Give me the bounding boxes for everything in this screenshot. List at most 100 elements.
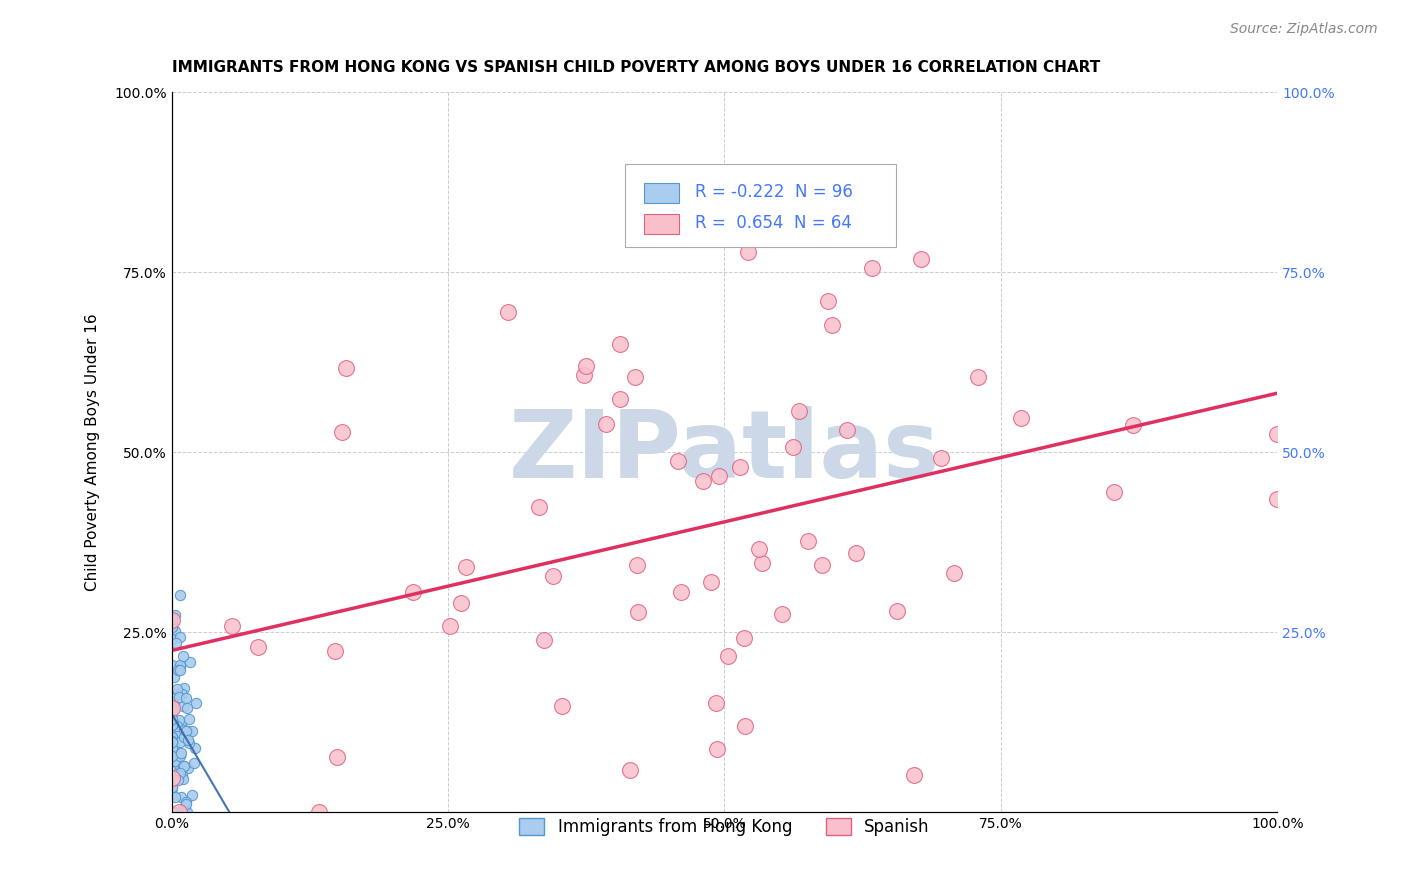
Point — [717, 648, 740, 663]
Point — [330, 425, 353, 440]
Point — [751, 556, 773, 570]
Point — [174, 795, 197, 809]
Point — [163, 690, 186, 704]
Point — [169, 663, 191, 677]
Point — [163, 739, 186, 753]
Point — [810, 558, 832, 573]
Point — [179, 656, 201, 670]
Point — [439, 619, 461, 633]
Point — [177, 736, 200, 750]
Point — [782, 440, 804, 454]
Point — [176, 733, 198, 747]
Point — [160, 612, 183, 626]
Point — [707, 468, 730, 483]
Point — [183, 756, 205, 770]
Point — [160, 620, 183, 634]
Point — [166, 755, 188, 769]
Point — [172, 699, 194, 714]
Point — [160, 718, 183, 732]
Point — [169, 716, 191, 731]
Point — [160, 621, 183, 635]
Point — [886, 604, 908, 618]
Point — [160, 788, 183, 802]
Point — [160, 701, 183, 715]
Point — [706, 742, 728, 756]
Point — [166, 663, 188, 677]
Point — [160, 734, 183, 748]
Point — [728, 460, 751, 475]
Point — [162, 717, 184, 731]
Point — [529, 500, 551, 514]
Point — [169, 748, 191, 763]
Point — [181, 788, 204, 802]
Point — [770, 607, 793, 622]
Point — [692, 474, 714, 488]
Point — [165, 608, 187, 623]
Point — [835, 423, 858, 437]
Point — [796, 533, 818, 548]
Point — [160, 686, 183, 700]
Point — [942, 566, 965, 580]
Point — [1102, 484, 1125, 499]
Point — [166, 687, 188, 701]
Point — [170, 789, 193, 804]
Point — [162, 632, 184, 646]
Point — [170, 687, 193, 701]
Point — [748, 542, 770, 557]
Point — [173, 801, 195, 815]
Point — [572, 368, 595, 382]
Point — [160, 739, 183, 754]
Point — [160, 719, 183, 733]
Point — [627, 605, 650, 619]
Point — [966, 370, 988, 384]
Point — [160, 742, 183, 756]
Point — [160, 735, 183, 749]
Point — [533, 632, 555, 647]
Point — [160, 749, 183, 764]
Point — [160, 616, 183, 631]
Text: ZIPatlas: ZIPatlas — [509, 406, 941, 498]
Point — [173, 681, 195, 695]
Point — [160, 703, 183, 717]
Point — [160, 712, 183, 726]
Point — [335, 360, 357, 375]
Point — [160, 714, 183, 728]
Point — [903, 767, 925, 781]
Point — [172, 768, 194, 782]
Point — [172, 759, 194, 773]
Point — [169, 765, 191, 780]
Point — [160, 736, 183, 750]
Point — [160, 703, 183, 717]
Text: IMMIGRANTS FROM HONG KONG VS SPANISH CHILD POVERTY AMONG BOYS UNDER 16 CORRELATI: IMMIGRANTS FROM HONG KONG VS SPANISH CHI… — [172, 60, 1099, 75]
Point — [787, 404, 810, 418]
Point — [450, 596, 472, 610]
Point — [817, 293, 839, 308]
Point — [172, 648, 194, 663]
Point — [165, 624, 187, 638]
Point — [165, 790, 187, 805]
Point — [246, 640, 269, 654]
Point — [737, 245, 759, 260]
Point — [326, 750, 349, 764]
Point — [734, 719, 756, 733]
Point — [160, 740, 183, 755]
Point — [173, 758, 195, 772]
Point — [173, 723, 195, 737]
Point — [221, 619, 243, 633]
Point — [671, 585, 693, 599]
Point — [177, 761, 200, 775]
Point — [160, 780, 183, 795]
Point — [165, 636, 187, 650]
Point — [176, 723, 198, 738]
Point — [668, 454, 690, 468]
Point — [160, 695, 183, 709]
Point — [160, 805, 183, 819]
Point — [169, 690, 191, 705]
Point — [169, 805, 191, 819]
Point — [700, 574, 723, 589]
Point — [575, 359, 598, 373]
Point — [609, 337, 631, 351]
Point — [167, 772, 190, 787]
Point — [160, 632, 183, 647]
Point — [821, 318, 844, 332]
